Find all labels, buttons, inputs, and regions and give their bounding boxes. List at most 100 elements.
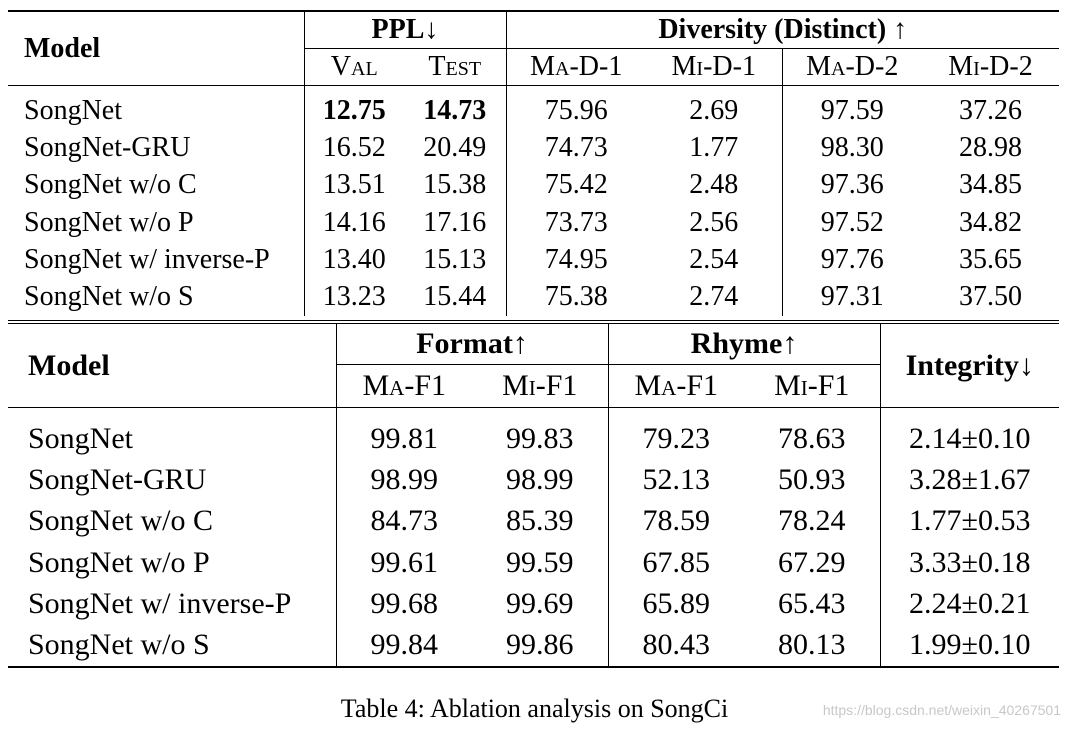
ma-d2-cell: 98.30 (781, 129, 922, 167)
format-ma-cell: 99.84 (335, 624, 472, 668)
mi-d2-header: Mi-D-2 (922, 48, 1059, 86)
rhyme-ma-cell: 67.85 (607, 541, 744, 584)
model-cell: SongNet w/ inverse-P (28, 586, 292, 620)
val-cell: 13.40 (303, 241, 404, 279)
model-cell: SongNet w/o P (24, 206, 194, 238)
integrity-cell: 1.99±0.10 (879, 624, 1059, 668)
rhyme-mi-cell: 50.93 (778, 462, 846, 496)
table-row: SongNet w/o P 14.16 17.16 73.73 2.56 97.… (8, 203, 1059, 242)
rhyme-mi-cell: 78.24 (778, 504, 846, 538)
rhyme-ma-cell: 52.13 (607, 459, 744, 501)
table-row: SongNet 12.75 14.73 75.96 2.69 97.59 37.… (8, 85, 1059, 130)
format-ma-cell: 99.68 (335, 583, 472, 625)
mi-d2-cell: 37.26 (959, 94, 1022, 126)
val-cell: 14.16 (303, 203, 404, 242)
format-mi-cell: 98.99 (506, 462, 574, 496)
table-row: SongNet w/o S 99.84 99.86 80.43 80.13 1.… (8, 624, 1059, 668)
mi-d2-cell: 37.50 (959, 281, 1022, 313)
mi-d1-header: Mi-D-1 (646, 48, 782, 86)
rhyme-mi-cell: 78.63 (778, 421, 846, 455)
model-header: Model (8, 11, 304, 86)
test-header: Test (404, 48, 506, 86)
ma-d2-header: Ma-D-2 (781, 48, 922, 86)
mi-d1-cell: 2.56 (689, 206, 739, 238)
mi-d1-cell: 2.69 (689, 94, 739, 126)
mi-d2-cell: 34.85 (959, 169, 1022, 201)
table-row: SongNet 99.81 99.83 79.23 78.63 2.14±0.1… (8, 407, 1059, 460)
format-rhyme-table: Model Format↑ Rhyme↑ Integrity↓ Ma-F1 Mi… (8, 320, 1059, 668)
ppl-diversity-table: Model PPL↓ Diversity (Distinct) ↑ Val Te… (8, 10, 1059, 316)
format-ma-cell: 84.73 (335, 500, 472, 542)
format-header: Format↑ (335, 322, 608, 365)
val-cell: 16.52 (303, 129, 404, 167)
ma-d2-cell: 97.52 (781, 203, 922, 242)
ma-d2-cell: 97.31 (781, 278, 922, 316)
format-mi-cell: 85.39 (506, 504, 574, 538)
mi-d1-cell: 2.74 (689, 281, 739, 313)
ma-d2-cell: 97.76 (781, 241, 922, 279)
table-row: SongNet-GRU 16.52 20.49 74.73 1.77 98.30… (8, 129, 1059, 167)
format-ma-cell: 99.61 (335, 541, 472, 584)
test-cell: 20.49 (423, 131, 487, 163)
test-cell: 14.73 (423, 94, 487, 126)
table-row: SongNet w/o S 13.23 15.44 75.38 2.74 97.… (8, 278, 1059, 316)
table-caption: Table 4: Ablation analysis on SongCi (340, 694, 729, 723)
table-row: SongNet w/o C 84.73 85.39 78.59 78.24 1.… (8, 500, 1059, 542)
model-cell: SongNet w/o C (28, 504, 214, 538)
model-cell: SongNet w/o S (24, 281, 194, 313)
rhyme-header: Rhyme↑ (607, 322, 880, 365)
ma-d2-cell: 97.36 (781, 166, 922, 204)
ma-d1-cell: 74.73 (505, 129, 646, 167)
format-ma-f1-header: Ma-F1 (335, 364, 472, 408)
rhyme-ma-cell: 79.23 (607, 407, 744, 460)
format-ma-cell: 99.81 (335, 407, 472, 460)
ma-d1-cell: 75.38 (505, 278, 646, 316)
mi-d2-cell: 28.98 (959, 131, 1022, 163)
ma-d1-cell: 75.96 (505, 85, 646, 130)
rhyme-mi-cell: 80.13 (744, 624, 880, 668)
ma-d2-cell: 97.59 (781, 85, 922, 130)
format-mi-cell: 99.86 (472, 624, 608, 668)
format-ma-cell: 98.99 (335, 459, 472, 501)
integrity-header: Integrity↓ (879, 322, 1059, 408)
diversity-header: Diversity (Distinct) ↑ (505, 11, 1059, 49)
table-row: SongNet w/ inverse-P 13.40 15.13 74.95 2… (8, 241, 1059, 279)
model-cell: SongNet (24, 94, 122, 126)
table-row: SongNet w/o P 99.61 99.59 67.85 67.29 3.… (8, 541, 1059, 584)
rhyme-mi-f1-header: Mi-F1 (744, 364, 880, 408)
ma-d1-header: Ma-D-1 (505, 48, 646, 86)
model-cell: SongNet w/ inverse-P (24, 243, 270, 275)
ma-d1-cell: 74.95 (505, 241, 646, 279)
model-cell: SongNet (28, 421, 133, 455)
watermark-text: https://blog.csdn.net/weixin_40267501 (822, 702, 1061, 718)
integrity-cell: 2.24±0.21 (879, 583, 1059, 625)
integrity-cell: 3.28±1.67 (879, 459, 1059, 501)
mi-d1-cell: 2.54 (689, 243, 739, 275)
integrity-cell: 2.14±0.10 (879, 407, 1059, 460)
val-cell: 13.23 (303, 278, 404, 316)
rhyme-mi-cell: 67.29 (778, 545, 846, 579)
val-header: Val (303, 48, 404, 86)
test-cell: 17.16 (423, 206, 487, 238)
format-mi-cell: 99.83 (506, 421, 574, 455)
rhyme-ma-cell: 80.43 (607, 624, 744, 668)
table-row: SongNet w/o C 13.51 15.38 75.42 2.48 97.… (8, 166, 1059, 204)
val-cell: 12.75 (303, 85, 404, 130)
mi-d2-cell: 35.65 (959, 243, 1022, 275)
format-mi-cell: 99.59 (506, 545, 574, 579)
table-row: SongNet w/ inverse-P 99.68 99.69 65.89 6… (8, 583, 1059, 625)
rhyme-ma-cell: 65.89 (607, 583, 744, 625)
mi-d1-cell: 2.48 (689, 169, 739, 201)
model-cell: SongNet-GRU (24, 131, 191, 163)
mi-d2-cell: 34.82 (959, 206, 1022, 238)
ppl-header: PPL↓ (303, 11, 506, 49)
rhyme-ma-f1-header: Ma-F1 (607, 364, 744, 408)
rhyme-mi-cell: 65.43 (778, 586, 846, 620)
mi-d1-cell: 1.77 (689, 131, 739, 163)
test-cell: 15.13 (423, 243, 487, 275)
model-cell: SongNet w/o C (24, 169, 197, 201)
table-row: SongNet-GRU 98.99 98.99 52.13 50.93 3.28… (8, 459, 1059, 501)
model-cell: SongNet w/o P (28, 545, 210, 579)
format-mi-cell: 99.69 (506, 586, 574, 620)
integrity-cell: 3.33±0.18 (879, 541, 1059, 584)
